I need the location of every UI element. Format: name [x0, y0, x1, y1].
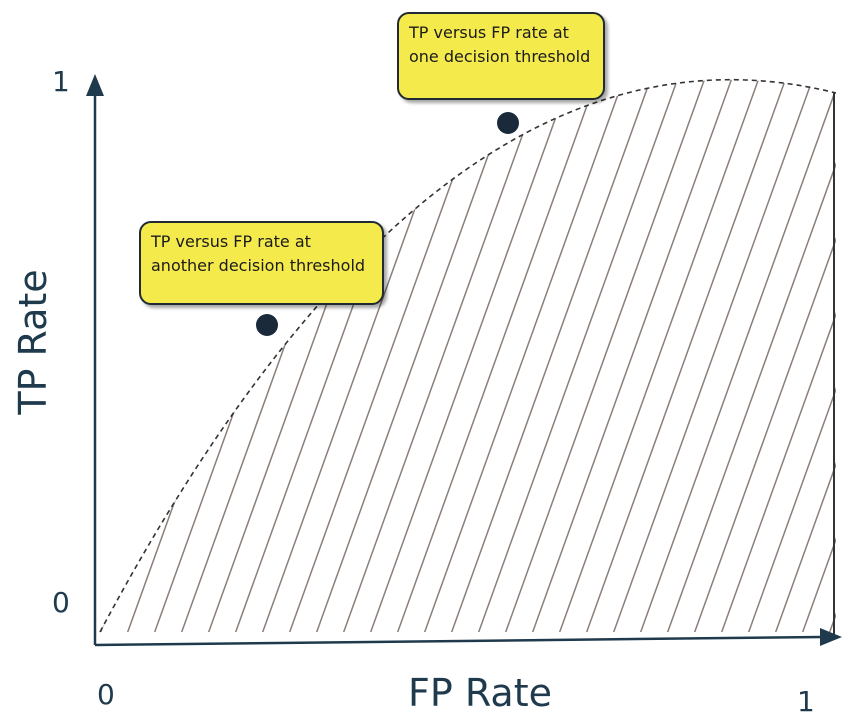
- hatch-line: [126, 79, 333, 632]
- area-under-curve-hatching: [100, 79, 836, 632]
- hatch-line: [207, 79, 414, 632]
- x-tick-max: 1: [797, 685, 815, 718]
- callout-one-line2: one decision threshold: [409, 47, 591, 66]
- hatch-line: [477, 79, 684, 632]
- hatch-line: [639, 79, 836, 632]
- hatch-line: [774, 79, 836, 632]
- hatch-line: [450, 79, 657, 632]
- x-axis: [94, 635, 823, 647]
- y-axis-arrow-icon: [86, 74, 104, 96]
- hatch-line: [612, 79, 819, 632]
- x-tick-min: 0: [97, 678, 115, 711]
- roc-curve: [99, 79, 837, 633]
- hatch-line: [666, 79, 836, 632]
- hatch-line: [531, 79, 738, 632]
- hatch-line: [180, 79, 387, 632]
- hatch-line: [369, 79, 576, 632]
- hatch-line: [315, 79, 522, 632]
- hatch-line: [747, 79, 836, 632]
- callout-another-line1: TP versus FP rate at: [151, 232, 311, 251]
- hatch-line: [720, 79, 836, 632]
- callout-another-threshold: TP versus FP rate at another decision th…: [139, 221, 384, 305]
- hatch-line: [100, 79, 306, 632]
- hatch-line: [801, 79, 836, 632]
- hatch-line: [342, 79, 549, 632]
- hatch-line: [288, 79, 495, 632]
- hatch-line: [558, 79, 765, 632]
- x-axis-arrow-icon: [820, 628, 842, 646]
- hatch-line: [504, 79, 711, 632]
- hatch-line: [261, 79, 468, 632]
- x-axis-title: FP Rate: [408, 671, 552, 715]
- hatch-line: [693, 79, 836, 632]
- callout-another-line2: another decision threshold: [151, 256, 366, 275]
- threshold-point-another: [256, 314, 278, 336]
- threshold-point-one: [497, 112, 519, 134]
- y-tick-min: 0: [52, 586, 70, 619]
- hatch-line: [396, 79, 603, 632]
- hatch-line: [153, 79, 360, 632]
- hatch-line: [423, 79, 630, 632]
- callout-one-threshold: TP versus FP rate at one decision thresh…: [397, 12, 605, 100]
- y-axis-title: TP Rate: [11, 269, 55, 415]
- y-tick-max: 1: [52, 65, 70, 98]
- hatch-line: [234, 79, 441, 632]
- hatch-line: [585, 79, 792, 632]
- callout-one-line1: TP versus FP rate at: [409, 23, 569, 42]
